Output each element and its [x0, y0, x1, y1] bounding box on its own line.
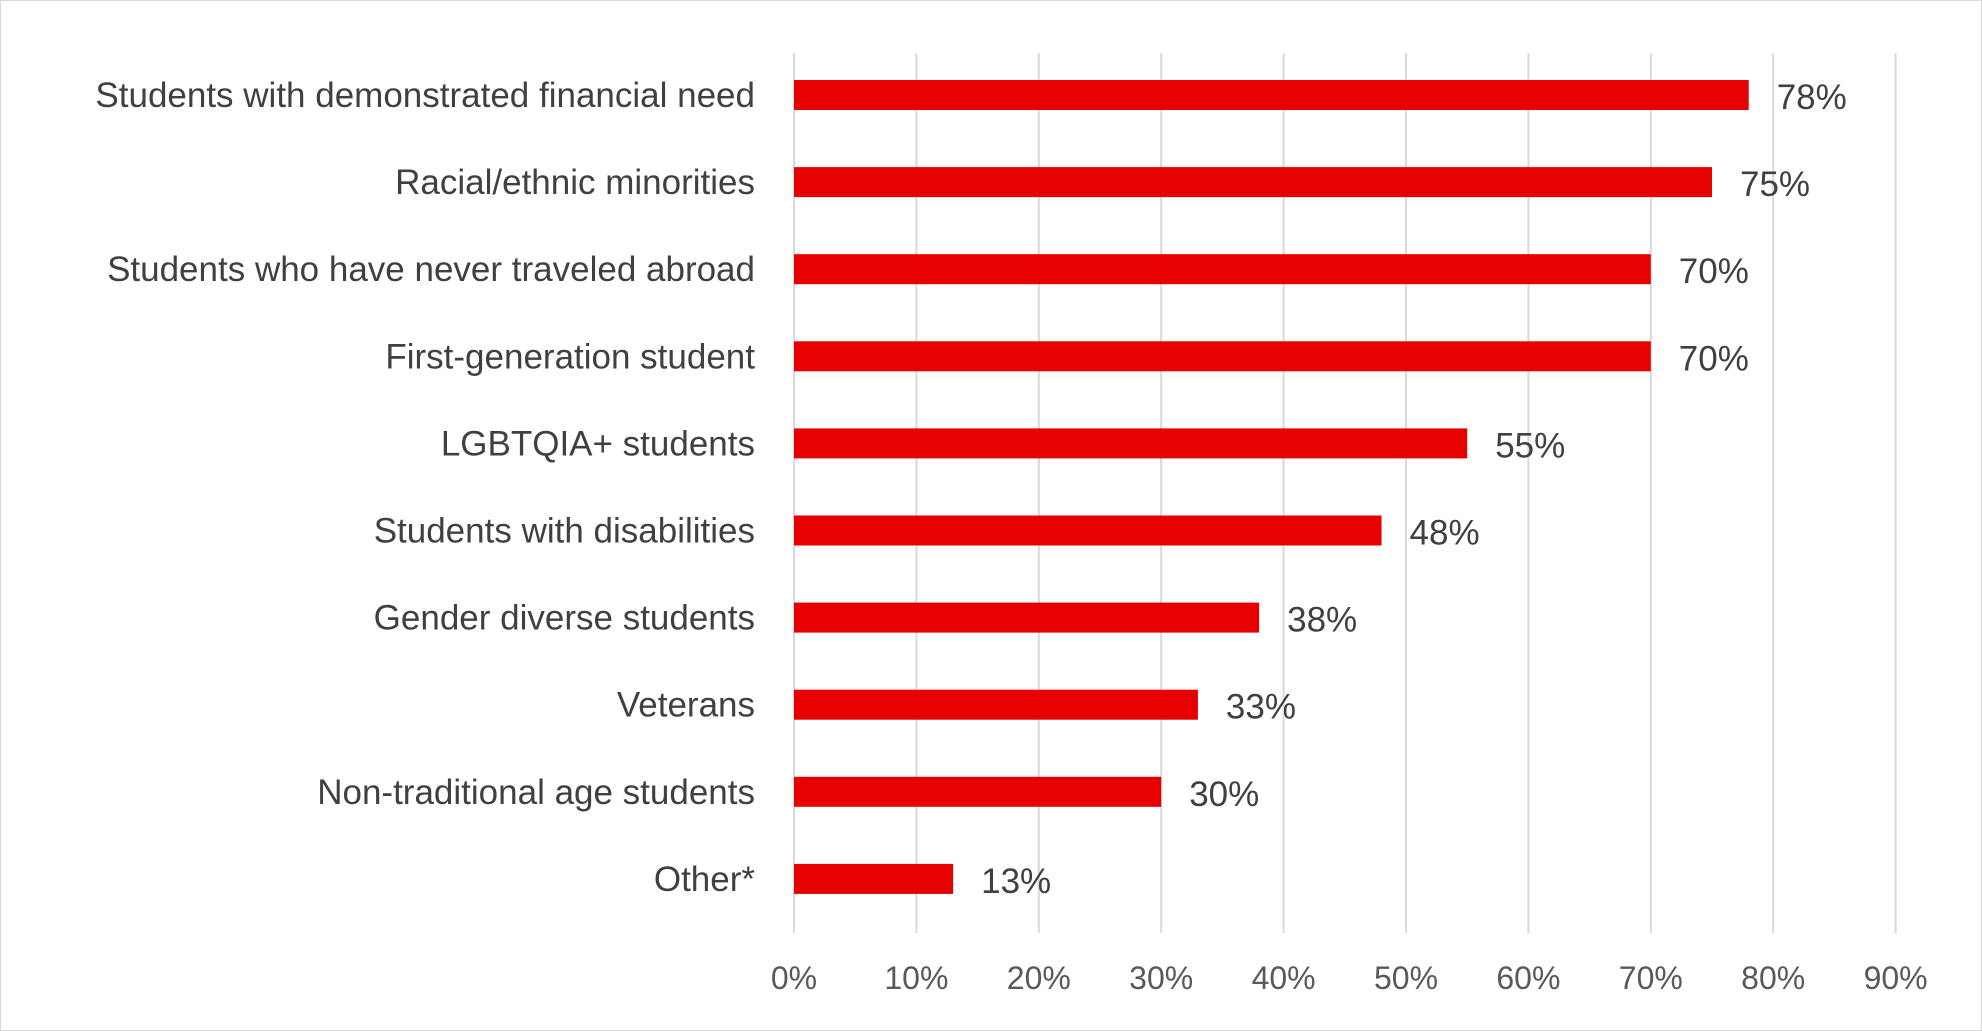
x-tick-label: 90% — [1864, 960, 1928, 996]
category-label: LGBTQIA+ students — [441, 424, 755, 463]
bar — [794, 602, 1260, 633]
category-label: Racial/ethnic minorities — [395, 163, 755, 202]
x-tick-label: 50% — [1374, 960, 1438, 996]
data-label: 30% — [1189, 775, 1259, 814]
data-label: 75% — [1740, 165, 1810, 204]
data-label: 13% — [981, 862, 1051, 901]
bar — [794, 254, 1651, 285]
category-labels: Students with demonstrated financial nee… — [95, 76, 755, 899]
x-tick-label: 0% — [771, 960, 817, 996]
x-tick-label: 10% — [884, 960, 948, 996]
x-tick-label: 80% — [1741, 960, 1805, 996]
x-tick-label: 60% — [1496, 960, 1560, 996]
category-label: First-generation student — [385, 337, 755, 376]
bar — [794, 341, 1651, 372]
data-label: 38% — [1287, 601, 1357, 640]
bar — [794, 776, 1162, 807]
data-label: 55% — [1495, 426, 1565, 465]
bar — [794, 428, 1468, 459]
bar — [794, 167, 1712, 198]
data-label: 48% — [1410, 514, 1480, 553]
x-axis-tick-labels: 0% 10% 20% 30% 40% 50% 60% 70% 80% 90% — [771, 960, 1928, 996]
gridlines — [793, 53, 1897, 933]
bar — [794, 689, 1198, 720]
data-label: 33% — [1226, 688, 1296, 727]
data-label: 70% — [1679, 339, 1749, 378]
x-tick-label: 30% — [1129, 960, 1193, 996]
bar — [794, 863, 954, 894]
x-tick-label: 40% — [1252, 960, 1316, 996]
category-label: Students who have never traveled abroad — [107, 250, 755, 289]
category-label: Veterans — [617, 686, 755, 725]
category-label: Other* — [654, 860, 756, 899]
category-label: Students with disabilities — [374, 512, 755, 551]
x-tick-label: 70% — [1619, 960, 1683, 996]
category-label: Non-traditional age students — [317, 773, 755, 812]
bars — [794, 80, 1749, 894]
value-labels: 78% 75% 70% 70% 55% 48% 38% 33% 30% 13% — [981, 78, 1847, 901]
category-label: Students with demonstrated financial nee… — [95, 76, 755, 115]
data-label: 78% — [1777, 78, 1847, 117]
bar — [794, 80, 1749, 110]
x-tick-label: 20% — [1007, 960, 1071, 996]
category-label: Gender diverse students — [374, 599, 755, 638]
bar — [794, 515, 1382, 546]
data-label: 70% — [1679, 252, 1749, 291]
